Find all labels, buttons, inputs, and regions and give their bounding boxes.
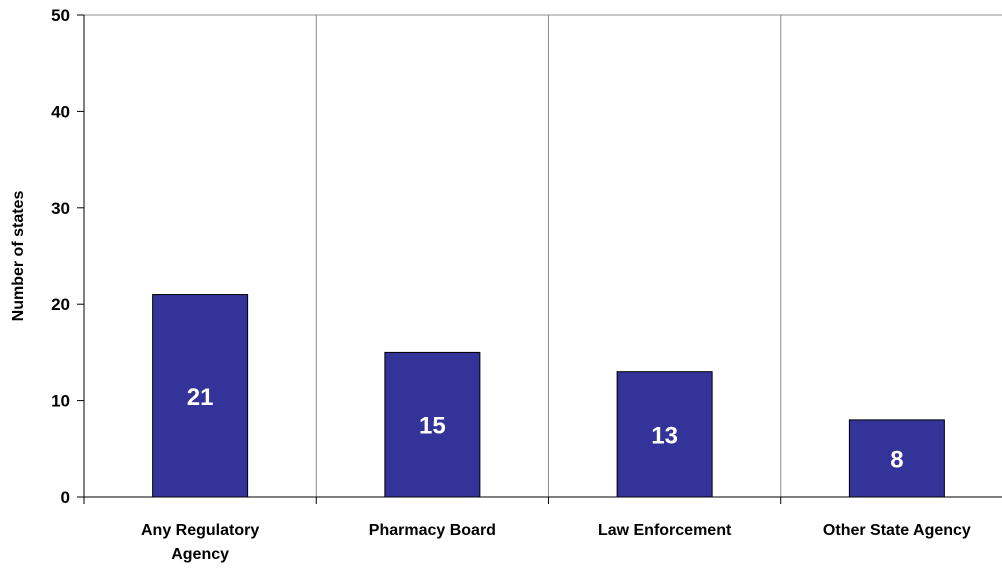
x-category-label: Other State Agency [823,522,971,539]
x-category-label: Law Enforcement [598,522,732,539]
bar-data-label: 15 [419,413,446,440]
category-separators [84,14,1002,497]
bar-data-label: 13 [651,422,678,449]
y-tick-label: 10 [51,392,70,411]
y-tick-label: 40 [51,102,70,121]
bar [848,419,945,498]
y-axis-title: Number of states [10,191,27,322]
labels: 21 15 13 8 0 10 20 30 40 50 Any Regulatory Agency Ph… [51,6,971,563]
y-tick-label: 30 [51,199,70,218]
y-tick-label: 50 [51,6,70,25]
x-category-label: Pharmacy Board [369,522,496,539]
y-tick-label: 0 [61,488,70,507]
x-category-label: Any Regulatory [141,522,259,539]
bar-data-label: 8 [890,446,903,473]
bar [616,371,713,498]
bar [152,294,249,498]
y-tick-label: 20 [51,295,70,314]
axes [77,14,1002,504]
bar-data-label: 21 [187,384,214,411]
x-category-label: Agency [171,546,229,563]
